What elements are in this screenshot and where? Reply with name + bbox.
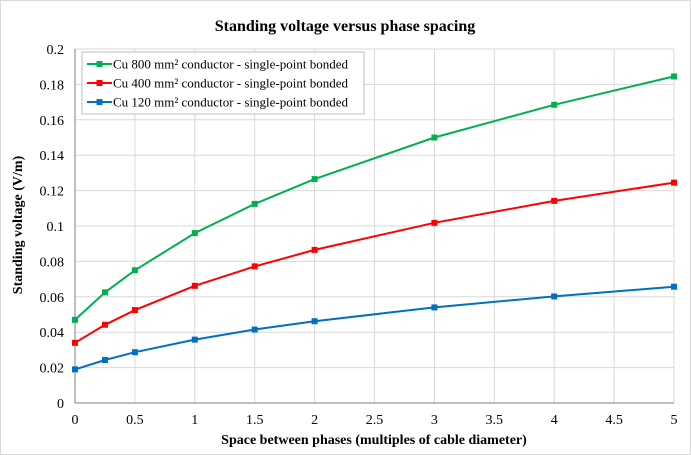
y-axis-title: Standing voltage (V/m) [11,155,26,294]
x-tick-label: 3.5 [486,413,504,428]
data-point [311,176,318,183]
y-tick-label: 0 [57,397,64,412]
y-tick-labels: 0 0.02 0.04 0.06 0.08 0.1 0.12 0.14 0.16 0.18 0.2 [40,43,65,412]
data-point [671,283,677,290]
legend-label: Cu 400 mm² conductor - single-point bond… [113,76,348,91]
data-point [131,349,138,356]
x-tick-labels: 0 0.5 1 1.5 2 2.5 3 3.5 4 4.5 5 [72,413,678,428]
x-tick-label: 0 [72,413,79,428]
legend-box [81,51,365,115]
series-0 [72,73,677,323]
legend-entry: Cu 120 mm² conductor - single-point bond… [87,95,348,110]
x-tick-label: 3 [431,413,438,428]
data-point [101,356,108,363]
chart-title: Standing voltage versus phase spacing [215,18,476,35]
y-tick-label: 0.1 [47,220,65,235]
legend-swatch-marker [96,61,103,67]
x-tick-label: 4 [551,413,558,428]
data-point [251,200,258,207]
data-point [191,336,198,343]
legend: Cu 800 mm² conductor - single-point bond… [81,51,365,115]
y-tick-label: 0.02 [40,362,65,377]
series-group [72,73,677,373]
data-point [72,366,78,373]
legend-entry: Cu 400 mm² conductor - single-point bond… [87,76,348,91]
x-axis-title: Space between phases (multiples of cable… [221,433,527,448]
data-point [311,246,318,253]
y-tick-label: 0.18 [40,78,65,93]
data-point [101,321,108,328]
legend-swatch-marker [96,99,103,105]
data-point [431,304,438,311]
series-1 [72,179,677,346]
legend-swatch-marker [96,80,103,86]
y-tick-label: 0.06 [40,291,65,306]
legend-entry: Cu 800 mm² conductor - single-point bond… [87,57,348,72]
data-point [191,282,198,289]
data-point [671,73,677,80]
y-tick-label: 0.16 [40,114,65,129]
legend-label: Cu 800 mm² conductor - single-point bond… [113,57,348,72]
x-tick-label: 2 [311,413,318,428]
y-tick-label: 0.08 [40,255,65,270]
data-point [431,219,438,226]
x-tick-label: 1 [191,413,198,428]
x-tick-label: 1.5 [246,413,264,428]
data-point [101,289,108,296]
y-tick-label: 0.14 [40,149,65,164]
x-tick-label: 0.5 [126,413,144,428]
x-tick-label: 4.5 [605,413,623,428]
y-tick-label: 0.04 [40,326,65,341]
data-point [551,197,558,204]
x-tick-label: 5 [671,413,678,428]
data-point [551,101,558,108]
data-point [431,134,438,141]
y-tick-label: 0.12 [40,185,65,200]
data-point [671,179,677,186]
data-point [131,307,138,314]
data-point [311,318,318,325]
data-point [72,339,78,346]
data-point [551,293,558,300]
y-tick-label: 0.2 [47,43,65,58]
legend-label: Cu 120 mm² conductor - single-point bond… [113,95,348,110]
data-point [131,267,138,274]
data-point [72,316,78,323]
data-point [191,230,198,237]
data-point [251,326,258,333]
data-point [251,263,258,270]
series-2 [72,283,677,373]
x-tick-label: 2.5 [366,413,384,428]
